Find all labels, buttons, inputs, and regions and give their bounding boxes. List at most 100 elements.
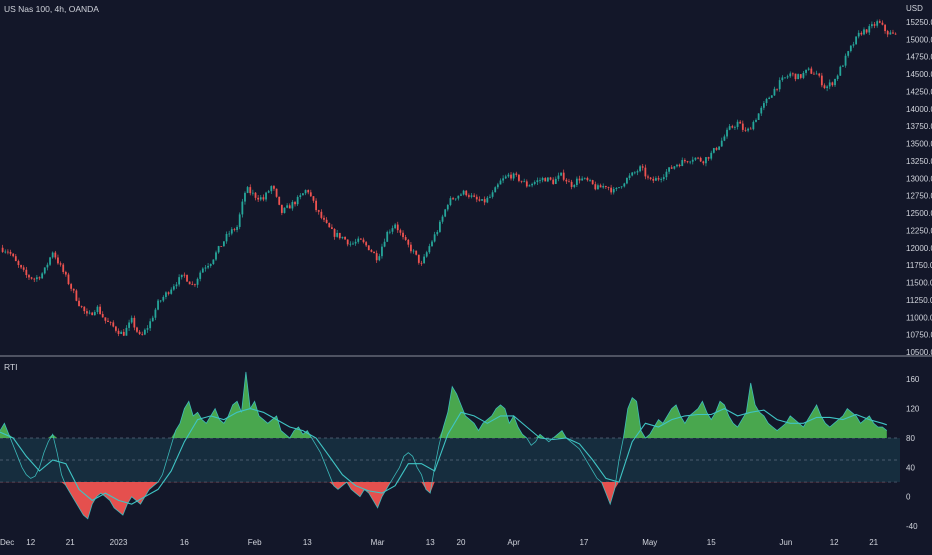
candle-body [449, 198, 452, 205]
candle-body [457, 195, 460, 199]
candle-body [681, 160, 684, 167]
candle-body [452, 198, 454, 200]
candle-body [594, 184, 597, 190]
candle-body [623, 183, 626, 187]
candle-body [228, 233, 231, 235]
candle-body [886, 31, 889, 35]
candle-body [502, 178, 505, 181]
candle-body [547, 177, 549, 182]
candle-body [431, 241, 433, 247]
candle-body [64, 271, 67, 275]
candle-body [763, 103, 765, 108]
candle-body [159, 300, 162, 302]
candle-body [644, 167, 647, 177]
candle-body [894, 33, 897, 35]
candle-body [212, 259, 215, 265]
price-tick-label: 11750.0 [906, 261, 932, 270]
candle-body [41, 273, 44, 279]
candle-body [238, 214, 241, 227]
candle-body [331, 227, 333, 229]
candle-body [744, 129, 747, 131]
candle-body [589, 180, 591, 181]
rti-tick-label: 40 [906, 463, 915, 472]
candle-body [499, 180, 502, 185]
candle-body [494, 187, 497, 193]
candle-body [855, 36, 857, 45]
main-chart-title: US Nas 100, 4h, OANDA [4, 4, 99, 14]
candle-body [396, 224, 399, 231]
candle-body [1, 247, 4, 252]
candle-body [196, 278, 199, 285]
x-tick-label: Jun [779, 538, 792, 547]
candle-body [612, 189, 615, 193]
candle-body [225, 233, 228, 242]
candle-body [415, 250, 418, 255]
candle-body [586, 177, 589, 181]
candle-body [657, 178, 660, 180]
price-tick-label: 12250.0 [906, 226, 932, 235]
candle-body [367, 245, 370, 251]
candle-body [302, 193, 304, 196]
candle-body [122, 331, 125, 336]
candle-body [849, 45, 852, 52]
candle-body [265, 192, 267, 200]
candle-body [251, 192, 254, 194]
candle-body [483, 199, 486, 203]
candle-body [104, 317, 107, 321]
candle-body [702, 161, 705, 164]
candle-body [731, 126, 734, 128]
price-tick-label: 15000.0 [906, 35, 932, 44]
candle-body [425, 252, 428, 257]
candle-body [62, 264, 65, 272]
candle-body [346, 239, 349, 245]
candle-body [312, 196, 315, 201]
candle-body [394, 224, 397, 229]
candle-body [267, 191, 270, 193]
candle-body [67, 274, 70, 285]
candle-body [362, 239, 365, 243]
candle-body [760, 107, 763, 114]
candle-body [678, 164, 681, 167]
x-tick-label: 17 [579, 538, 588, 547]
candle-body [626, 177, 628, 184]
candle-body [770, 95, 773, 98]
candle-body [865, 29, 868, 33]
candle-body [784, 77, 786, 79]
candle-body [7, 251, 9, 253]
candle-body [523, 181, 526, 183]
candle-body [857, 32, 860, 37]
candle-body [720, 140, 723, 147]
candle-body [333, 228, 336, 237]
candle-body [120, 331, 123, 334]
candle-body [273, 186, 275, 189]
candle-body [665, 171, 668, 178]
rti-tick-label: 120 [906, 405, 920, 414]
candle-body [539, 180, 541, 182]
candle-body [157, 300, 159, 310]
candle-body [133, 317, 136, 328]
candle-body [836, 75, 839, 79]
x-tick-label: 12 [26, 538, 35, 547]
candle-body [280, 204, 283, 213]
candle-body [288, 205, 291, 209]
candle-body [86, 311, 88, 314]
rti-tick-label: 80 [906, 434, 915, 443]
candle-body [283, 207, 286, 213]
candle-body [823, 85, 826, 89]
candle-body [583, 177, 586, 179]
candle-body [112, 322, 115, 327]
candle-body [752, 121, 755, 130]
price-tick-label: 14000.0 [906, 105, 932, 114]
candle-body [504, 176, 507, 179]
candle-body [383, 241, 386, 247]
candle-body [757, 113, 760, 120]
candle-body [167, 292, 170, 294]
candle-body [444, 209, 447, 217]
candle-body [359, 238, 362, 240]
candle-body [186, 274, 188, 282]
candle-body [78, 300, 80, 306]
price-tick-label: 14250.0 [906, 87, 932, 96]
candle-body [352, 243, 354, 245]
